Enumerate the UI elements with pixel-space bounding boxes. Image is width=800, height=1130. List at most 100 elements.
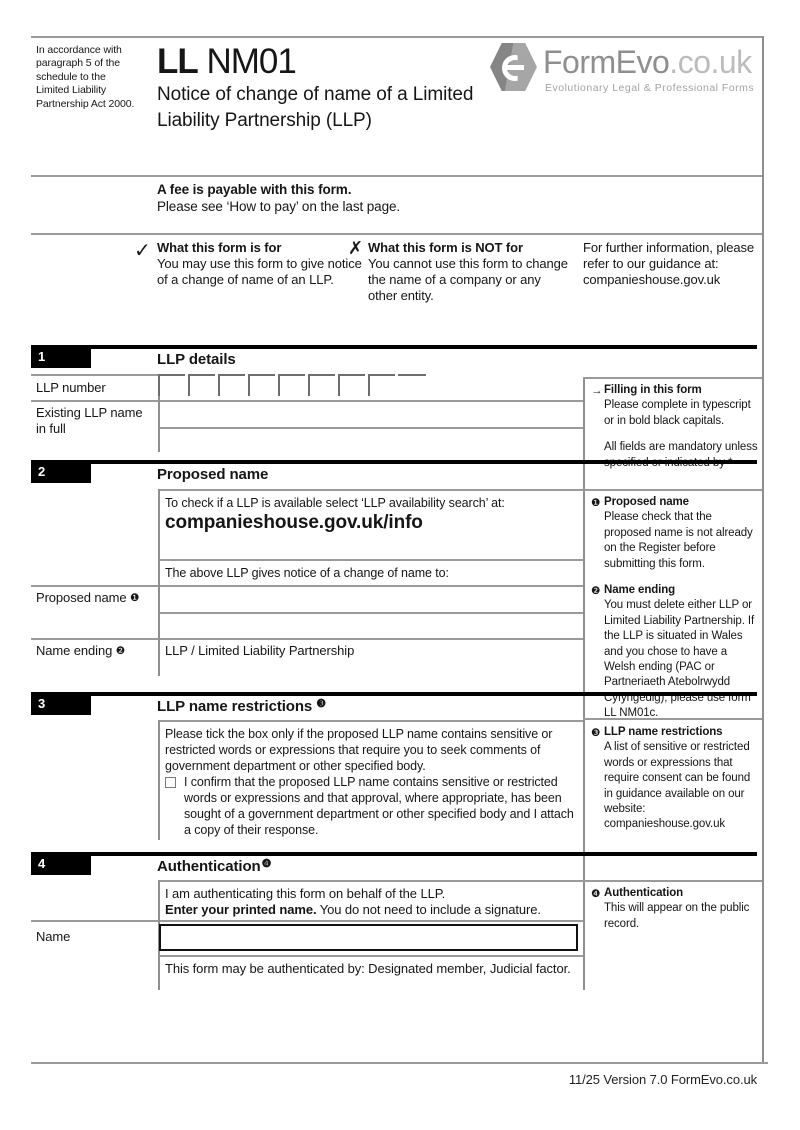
note3-body: A list of sensitive or restricted words … (604, 741, 751, 831)
arrow-icon: → (591, 385, 603, 397)
notice-line: The above LLP gives notice of a change o… (165, 566, 449, 580)
rule (583, 880, 762, 882)
note2-title: Name ending (604, 584, 676, 597)
llp-number-cell[interactable] (278, 374, 305, 396)
note4-title: Authentication (604, 887, 684, 899)
section3-bar (31, 692, 757, 696)
rule-right-margin (762, 36, 764, 1064)
name-ending-label-text: Name ending (36, 643, 113, 658)
rule (158, 880, 583, 882)
what-for-title: What this form is for (157, 240, 282, 255)
logo-tagline: Evolutionary Legal & Professional Forms (545, 82, 755, 94)
existing-name-input-line1[interactable] (160, 402, 581, 426)
logo-name: FormEvo (543, 44, 670, 80)
rule-sidebar-left (583, 377, 585, 990)
auth-line2-bold: Enter your printed name. (165, 902, 317, 917)
existing-name-label: Existing LLP name in full (36, 405, 143, 437)
rule (31, 920, 583, 922)
formevo-logo-icon (490, 43, 537, 91)
note2-body: You must delete either LLP or Limited Li… (604, 599, 755, 720)
section2-bar (31, 460, 757, 464)
rule (31, 400, 583, 402)
existing-name-input-line2[interactable] (160, 429, 581, 451)
what-not-for-column: What this form is NOT for You cannot use… (368, 240, 568, 303)
rule (158, 720, 160, 840)
note1-body: Please check that the proposed name is n… (604, 511, 753, 570)
llp-number-cell[interactable] (338, 374, 365, 396)
form-code-number: NM01 (197, 42, 296, 81)
note4-marker: ❹ (591, 888, 601, 900)
llp-number-cells (158, 374, 426, 396)
section4-number: 4 (31, 852, 91, 875)
rule (158, 374, 160, 452)
marker-1: ❶ (130, 592, 140, 604)
fee-notice-bold: A fee is payable with this form. (157, 182, 352, 197)
section4-bar (31, 852, 757, 856)
note3-marker: ❸ (591, 727, 601, 739)
logo-bar (503, 65, 524, 70)
section3-title: LLP name restrictions ❸ (157, 698, 326, 715)
rule (31, 374, 158, 376)
llp-number-cell[interactable] (248, 374, 275, 396)
further-info: For further information, please refer to… (583, 240, 755, 287)
name-ending-label: Name ending ❷ (36, 643, 156, 659)
section2-title: Proposed name (157, 466, 269, 483)
llp-number-cell[interactable] (188, 374, 215, 396)
llp-number-cell[interactable] (218, 374, 245, 396)
llp-number-cell[interactable] (158, 374, 185, 396)
rule (158, 559, 583, 561)
what-not-for-title: What this form is NOT for (368, 240, 523, 255)
auth-line2-rest: You do not need to include a signature. (316, 902, 541, 917)
rule-bottom (31, 1062, 768, 1064)
rule-info (31, 233, 762, 235)
section1-number: 1 (31, 345, 91, 368)
llp-number-label: LLP number (36, 380, 106, 395)
statute-text: In accordance with paragraph 5 of the sc… (36, 44, 135, 110)
section4-title: Authentication❹ (157, 858, 271, 875)
section1-title: LLP details (157, 351, 236, 368)
rule-fee (31, 175, 762, 177)
section4-title-text: Authentication (157, 858, 261, 875)
name-input[interactable] (159, 924, 578, 951)
authenticated-by-text: This form may be authenticated by: Desig… (165, 961, 571, 976)
note-proposed-name: ❶ Proposed name Please check that the pr… (591, 495, 759, 722)
proposed-name-input-line1[interactable] (160, 587, 581, 611)
marker-2: ❷ (115, 645, 126, 657)
sensitive-words-checkbox[interactable] (165, 777, 176, 788)
llp-number-cell[interactable] (308, 374, 335, 396)
marker-3: ❸ (316, 698, 327, 710)
auth-line2: Enter your printed name. You do not need… (165, 902, 575, 919)
rule (31, 638, 583, 640)
availability-check-line: To check if a LLP is available select ‘L… (165, 496, 505, 510)
rule (158, 489, 160, 676)
restrictions-intro: Please tick the box only if the proposed… (165, 727, 553, 773)
rule (158, 489, 583, 491)
llp-number-cell-extension (398, 374, 426, 396)
rule-top (31, 36, 762, 38)
note2-marker: ❷ (591, 585, 601, 598)
llp-number-cell[interactable] (368, 374, 395, 396)
rule (31, 585, 583, 587)
note1-title: Proposed name (604, 496, 689, 508)
section1-bar (31, 345, 757, 349)
form-code: LL NM01 (157, 42, 297, 82)
note-restrictions: ❸ LLP name restrictions A list of sensit… (591, 725, 759, 833)
rule (583, 489, 762, 491)
proposed-name-input-line2[interactable] (160, 614, 581, 636)
form-title: Notice of change of name of a Limited Li… (157, 84, 474, 131)
footer-version: 11/25 Version 7.0 FormEvo.co.uk (568, 1072, 757, 1087)
rule (158, 720, 583, 722)
form-code-prefix: LL (157, 42, 199, 81)
section2-number: 2 (31, 460, 91, 483)
name-label: Name (36, 929, 71, 944)
rule (583, 377, 762, 379)
proposed-name-label: Proposed name ❶ (36, 590, 156, 606)
fee-notice: Please see ‘How to pay’ on the last page… (157, 199, 401, 214)
formevo-logo-text: FormEvo.co.uk (543, 44, 752, 81)
section3-title-text: LLP name restrictions (157, 698, 313, 715)
auth-line1: I am authenticating this form on behalf … (165, 886, 446, 901)
section3-number: 3 (31, 692, 91, 715)
marker-4: ❹ (261, 858, 272, 870)
note3-title: LLP name restrictions (604, 726, 723, 738)
